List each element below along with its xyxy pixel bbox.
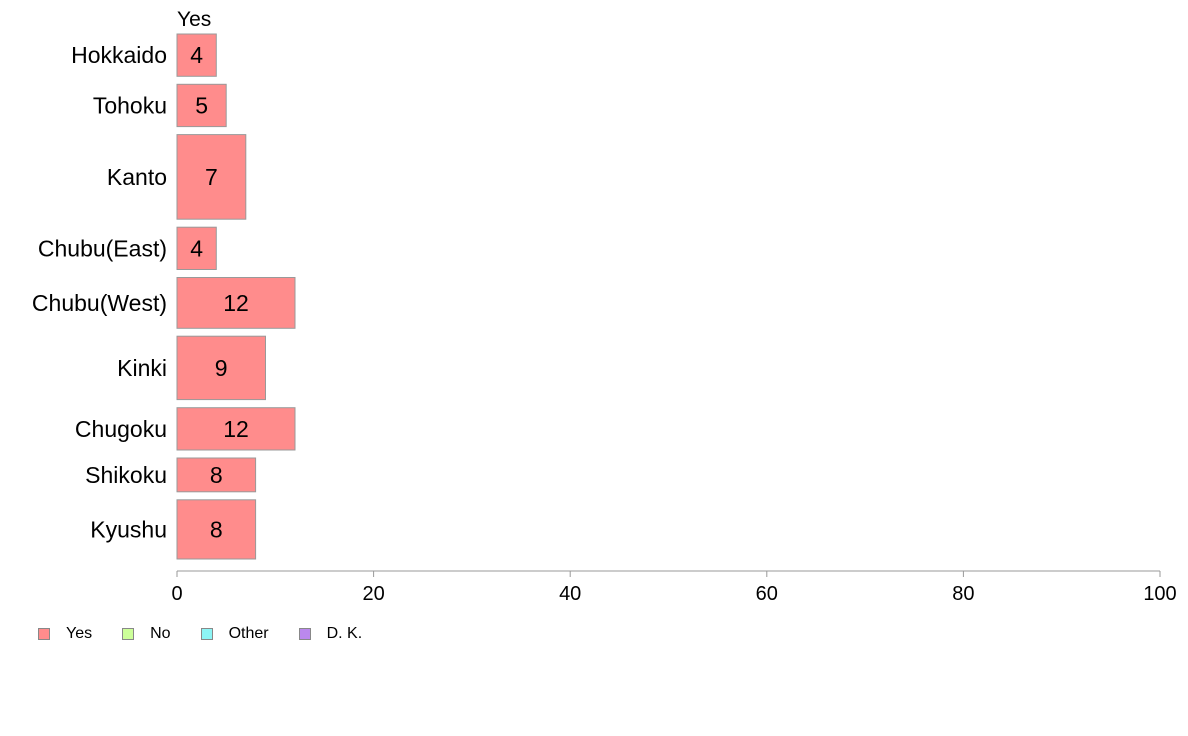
- data-label: 9: [215, 355, 228, 381]
- legend-item-other: Other: [200, 625, 299, 643]
- data-label: 8: [210, 516, 223, 542]
- bar-shikoku: [176, 457, 257, 493]
- bar-chubu-west-: [176, 277, 296, 329]
- category-label: Kyushu: [90, 516, 167, 542]
- x-tick-label: 80: [952, 583, 974, 605]
- legend-swatch-no: [122, 628, 135, 640]
- bar-kyushu: [176, 499, 257, 560]
- data-label: 4: [190, 42, 203, 68]
- data-label: 7: [205, 164, 218, 190]
- legend-item-no: No: [122, 625, 200, 643]
- legend-item-dk: D. K.: [298, 625, 393, 643]
- legend: Yes No Other D. K.: [38, 622, 392, 646]
- category-label: Kinki: [117, 355, 167, 381]
- data-label: 5: [195, 92, 208, 118]
- category-label: Chubu(East): [38, 235, 167, 261]
- bar-tohoku: [176, 83, 227, 128]
- x-tick-label: 20: [362, 583, 384, 605]
- bar-kinki: [176, 335, 266, 401]
- category-label: Chubu(West): [32, 290, 167, 316]
- legend-item-yes: Yes: [38, 625, 122, 643]
- category-label: Chugoku: [75, 416, 167, 442]
- legend-swatch-yes: [38, 628, 50, 640]
- category-label: Hokkaido: [71, 42, 167, 68]
- legend-swatch-other: [200, 628, 213, 640]
- data-label: 4: [190, 235, 203, 261]
- legend-label-no: No: [150, 625, 171, 642]
- category-label: Shikoku: [85, 462, 167, 488]
- data-label: 8: [210, 462, 223, 488]
- bar-chubu-east-: [176, 226, 217, 270]
- x-tick-label: 100: [1143, 583, 1176, 605]
- x-tick-label: 40: [559, 583, 581, 605]
- bar-hokkaido: [176, 33, 217, 77]
- x-tick-label: 60: [756, 583, 778, 605]
- legend-label-dk: D. K.: [326, 625, 363, 642]
- category-label: Kanto: [107, 164, 167, 190]
- bar-kanto: [176, 134, 247, 220]
- top-series-label: Yes: [177, 8, 211, 31]
- legend-label-other: Other: [228, 625, 269, 642]
- data-label: 12: [223, 416, 249, 442]
- category-label: Tohoku: [93, 92, 167, 118]
- data-label: 12: [223, 290, 249, 316]
- legend-label-yes: Yes: [66, 625, 93, 642]
- legend-swatch-dk: [298, 628, 311, 640]
- bar-chugoku: [176, 407, 296, 451]
- x-tick-label: 0: [171, 583, 182, 605]
